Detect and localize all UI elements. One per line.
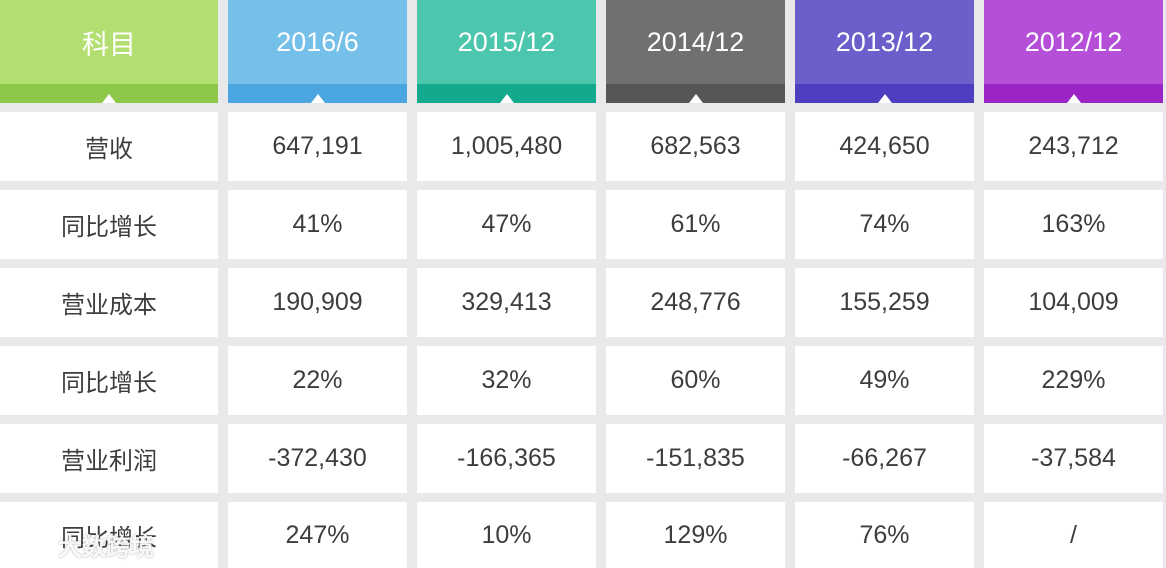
- header-label: 2013/12: [835, 27, 934, 57]
- watermark-text: 大数跨境: [58, 533, 154, 561]
- header-pointer: [310, 94, 325, 103]
- table-cell: -372,430: [228, 424, 407, 493]
- table-cell: -166,365: [417, 424, 596, 493]
- header-period: 2012/12: [984, 0, 1163, 103]
- table-cell: 60%: [606, 346, 785, 415]
- header-period: 2013/12: [795, 0, 974, 103]
- header-period: 2016/6: [228, 0, 407, 103]
- header-label: 2015/12: [457, 27, 556, 57]
- logo-icon: [6, 532, 52, 558]
- table-cell: 41%: [228, 190, 407, 259]
- header-band: [795, 84, 974, 103]
- table-cell: 229%: [984, 346, 1163, 415]
- header-label: 科目: [82, 30, 136, 60]
- row-label: 营业利润: [0, 424, 218, 493]
- row-label: 同比增长: [0, 190, 218, 259]
- header-band: [984, 84, 1163, 103]
- table-cell: 10%: [417, 502, 596, 568]
- table-cell: 243,712: [984, 112, 1163, 181]
- table-cell: 1,005,480: [417, 112, 596, 181]
- row-label: 同比增长: [0, 502, 218, 568]
- table-cell: 61%: [606, 190, 785, 259]
- table-cell: 129%: [606, 502, 785, 568]
- table-cell: 32%: [417, 346, 596, 415]
- table-cell: 49%: [795, 346, 974, 415]
- header-period: 2014/12: [606, 0, 785, 103]
- table-cell: 647,191: [228, 112, 407, 181]
- table-cell: 424,650: [795, 112, 974, 181]
- table-cell: -37,584: [984, 424, 1163, 493]
- table-cell: 247%: [228, 502, 407, 568]
- header-band: [606, 84, 785, 103]
- header-label: 2014/12: [646, 27, 745, 57]
- row-label: 营收: [0, 112, 218, 181]
- header-pointer: [1066, 94, 1081, 103]
- table-cell: 74%: [795, 190, 974, 259]
- header-label: 2012/12: [1024, 27, 1123, 57]
- watermark: 大数跨境: [6, 527, 154, 562]
- header-band: [0, 84, 218, 103]
- table-cell: 155,259: [795, 268, 974, 337]
- table-cell: 104,009: [984, 268, 1163, 337]
- table-cell: -66,267: [795, 424, 974, 493]
- header-label: 2016/6: [276, 27, 359, 57]
- table-cell: 190,909: [228, 268, 407, 337]
- header-subject: 科目: [0, 0, 218, 103]
- header-pointer: [877, 94, 892, 103]
- table-cell: 163%: [984, 190, 1163, 259]
- table-cell: 22%: [228, 346, 407, 415]
- table-cell: 47%: [417, 190, 596, 259]
- header-period: 2015/12: [417, 0, 596, 103]
- table-cell: -151,835: [606, 424, 785, 493]
- header-band: [417, 84, 596, 103]
- row-label: 同比增长: [0, 346, 218, 415]
- table-cell: /: [984, 502, 1163, 568]
- header-band: [228, 84, 407, 103]
- header-pointer: [102, 94, 116, 103]
- header-pointer: [688, 94, 703, 103]
- table-cell: 76%: [795, 502, 974, 568]
- table-cell: 329,413: [417, 268, 596, 337]
- table-cell: 682,563: [606, 112, 785, 181]
- table-cell: 248,776: [606, 268, 785, 337]
- row-label: 营业成本: [0, 268, 218, 337]
- header-pointer: [499, 94, 514, 103]
